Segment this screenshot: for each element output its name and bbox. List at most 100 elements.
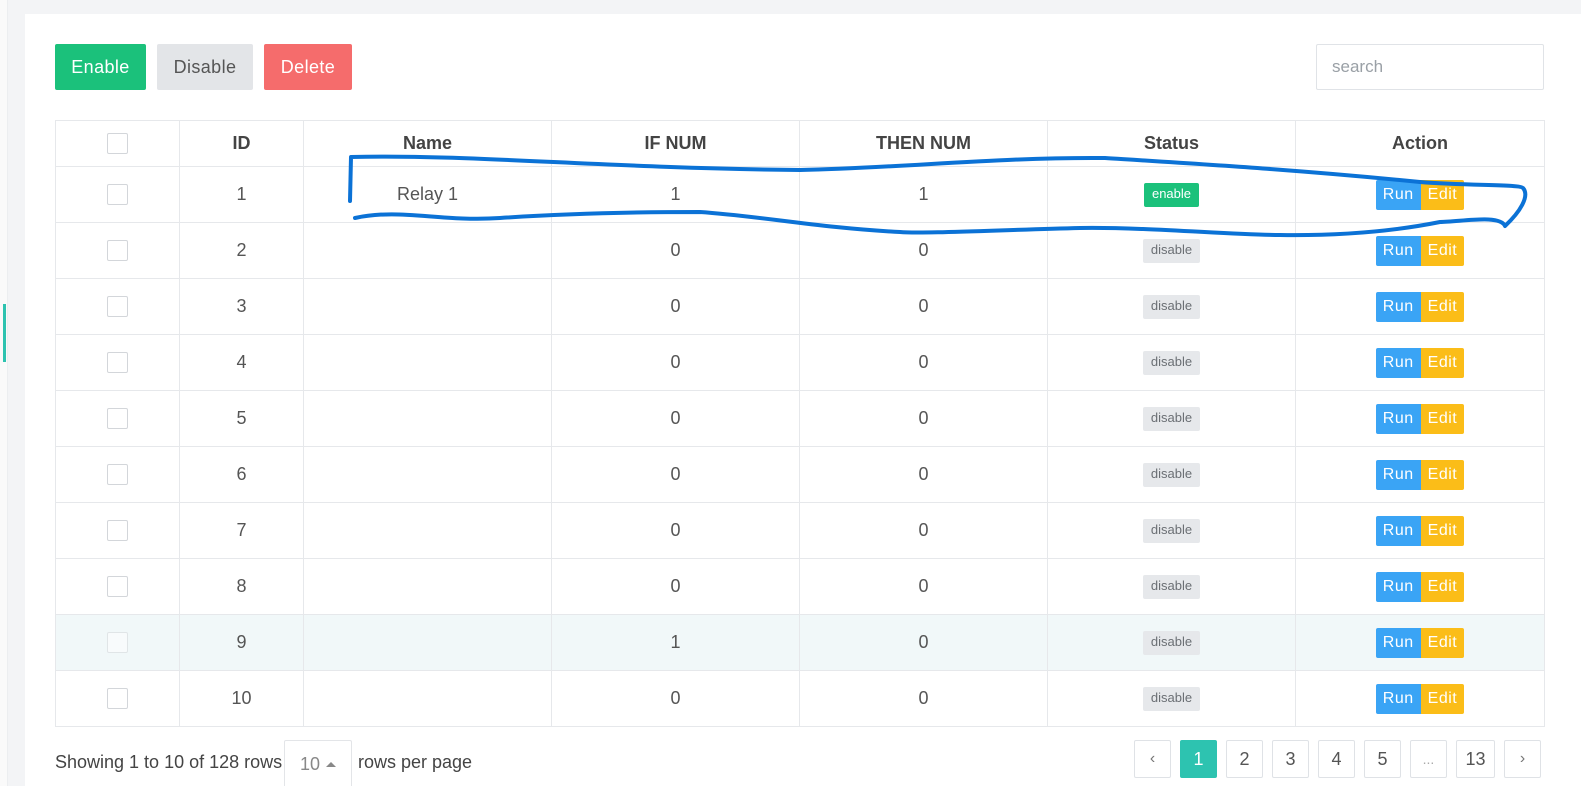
column-header-action: Action bbox=[1295, 120, 1545, 167]
table-row[interactable]: 1 Relay 1 1 1 enable Run Edit bbox=[55, 166, 1545, 223]
enable-button[interactable]: Enable bbox=[55, 44, 146, 90]
row-select-cell bbox=[55, 222, 180, 279]
rows-per-page-label: rows per page bbox=[358, 752, 473, 772]
cell-status: disable bbox=[1047, 222, 1296, 279]
column-header-then-num[interactable]: THEN NUM bbox=[799, 120, 1048, 167]
run-button[interactable]: Run bbox=[1375, 403, 1421, 434]
table-row[interactable]: 2 0 0 disable Run Edit bbox=[55, 222, 1545, 279]
run-button[interactable]: Run bbox=[1375, 235, 1421, 266]
sidebar-active-marker bbox=[3, 304, 6, 362]
row-checkbox[interactable] bbox=[107, 240, 128, 262]
cell-if-num: 0 bbox=[551, 558, 800, 615]
edit-button[interactable]: Edit bbox=[1420, 627, 1465, 658]
table-row[interactable]: 6 0 0 disable Run Edit bbox=[55, 446, 1545, 503]
cell-if-num: 0 bbox=[551, 390, 800, 447]
edit-button[interactable]: Edit bbox=[1420, 347, 1465, 378]
cell-if-num: 0 bbox=[551, 334, 800, 391]
row-select-cell bbox=[55, 558, 180, 615]
row-select-cell bbox=[55, 614, 180, 671]
search-input[interactable] bbox=[1316, 44, 1544, 90]
row-checkbox[interactable] bbox=[107, 464, 128, 486]
run-button[interactable]: Run bbox=[1375, 683, 1421, 714]
status-badge: disable bbox=[1142, 295, 1201, 319]
cell-name bbox=[303, 278, 552, 335]
table-row[interactable]: 4 0 0 disable Run Edit bbox=[55, 334, 1545, 391]
table-row[interactable]: 10 0 0 disable Run Edit bbox=[55, 670, 1545, 727]
select-all-checkbox[interactable] bbox=[107, 133, 128, 155]
cell-name bbox=[303, 390, 552, 447]
table-row[interactable]: 9 1 0 disable Run Edit bbox=[55, 614, 1545, 671]
edit-button[interactable]: Edit bbox=[1420, 683, 1465, 714]
status-badge: disable bbox=[1142, 575, 1201, 599]
cell-id: 9 bbox=[179, 614, 304, 671]
row-checkbox[interactable] bbox=[107, 632, 128, 654]
cell-id: 7 bbox=[179, 502, 304, 559]
content-panel: Enable Disable Delete ID Name IF NUM THE… bbox=[25, 14, 1581, 786]
page-1-button[interactable]: 1 bbox=[1180, 740, 1217, 778]
page-3-button[interactable]: 3 bbox=[1272, 740, 1309, 778]
cell-action: Run Edit bbox=[1295, 278, 1545, 335]
row-checkbox[interactable] bbox=[107, 688, 128, 710]
cell-if-num: 0 bbox=[551, 278, 800, 335]
pagination: ‹ 1 2 3 4 5 ... 13 › bbox=[1134, 740, 1541, 778]
edit-button[interactable]: Edit bbox=[1420, 179, 1465, 210]
row-checkbox[interactable] bbox=[107, 296, 128, 318]
edit-button[interactable]: Edit bbox=[1420, 235, 1465, 266]
run-button[interactable]: Run bbox=[1375, 347, 1421, 378]
page-size-select[interactable]: 10 bbox=[284, 740, 352, 786]
cell-name bbox=[303, 446, 552, 503]
run-button[interactable]: Run bbox=[1375, 459, 1421, 490]
cell-action: Run Edit bbox=[1295, 670, 1545, 727]
column-header-if-num[interactable]: IF NUM bbox=[551, 120, 800, 167]
status-badge: disable bbox=[1142, 631, 1201, 655]
column-header-status[interactable]: Status bbox=[1047, 120, 1296, 167]
delete-button[interactable]: Delete bbox=[264, 44, 352, 90]
edit-button[interactable]: Edit bbox=[1420, 291, 1465, 322]
cell-name bbox=[303, 222, 552, 279]
edit-button[interactable]: Edit bbox=[1420, 515, 1465, 546]
edit-button[interactable]: Edit bbox=[1420, 571, 1465, 602]
cell-if-num: 0 bbox=[551, 670, 800, 727]
run-button[interactable]: Run bbox=[1375, 291, 1421, 322]
cell-if-num: 0 bbox=[551, 502, 800, 559]
cell-status: disable bbox=[1047, 502, 1296, 559]
run-button[interactable]: Run bbox=[1375, 179, 1421, 210]
page-4-button[interactable]: 4 bbox=[1318, 740, 1355, 778]
cell-status: disable bbox=[1047, 614, 1296, 671]
status-badge: disable bbox=[1142, 407, 1201, 431]
cell-id: 4 bbox=[179, 334, 304, 391]
run-button[interactable]: Run bbox=[1375, 515, 1421, 546]
table-header-row: ID Name IF NUM THEN NUM Status Action bbox=[55, 120, 1545, 167]
row-checkbox[interactable] bbox=[107, 184, 128, 206]
column-header-id[interactable]: ID bbox=[179, 120, 304, 167]
run-button[interactable]: Run bbox=[1375, 571, 1421, 602]
row-checkbox[interactable] bbox=[107, 408, 128, 430]
previous-page-button[interactable]: ‹ bbox=[1134, 740, 1171, 778]
edit-button[interactable]: Edit bbox=[1420, 403, 1465, 434]
table-row[interactable]: 8 0 0 disable Run Edit bbox=[55, 558, 1545, 615]
status-badge: disable bbox=[1142, 463, 1201, 487]
disable-button[interactable]: Disable bbox=[157, 44, 253, 90]
row-select-cell bbox=[55, 502, 180, 559]
table-row[interactable]: 5 0 0 disable Run Edit bbox=[55, 390, 1545, 447]
cell-id: 5 bbox=[179, 390, 304, 447]
table-row[interactable]: 7 0 0 disable Run Edit bbox=[55, 502, 1545, 559]
next-page-button[interactable]: › bbox=[1504, 740, 1541, 778]
row-select-cell bbox=[55, 334, 180, 391]
row-checkbox[interactable] bbox=[107, 352, 128, 374]
edit-button[interactable]: Edit bbox=[1420, 459, 1465, 490]
page-5-button[interactable]: 5 bbox=[1364, 740, 1401, 778]
row-checkbox[interactable] bbox=[107, 576, 128, 598]
run-button[interactable]: Run bbox=[1375, 627, 1421, 658]
pagination-summary: Showing 1 to 10 of 128 rows bbox=[55, 752, 283, 772]
cell-then-num: 0 bbox=[799, 278, 1048, 335]
table-row[interactable]: 3 0 0 disable Run Edit bbox=[55, 278, 1545, 335]
column-header-name[interactable]: Name bbox=[303, 120, 552, 167]
page-13-button[interactable]: 13 bbox=[1456, 740, 1495, 778]
row-checkbox[interactable] bbox=[107, 520, 128, 542]
row-select-cell bbox=[55, 166, 180, 223]
page-2-button[interactable]: 2 bbox=[1226, 740, 1263, 778]
cell-id: 10 bbox=[179, 670, 304, 727]
cell-action: Run Edit bbox=[1295, 502, 1545, 559]
